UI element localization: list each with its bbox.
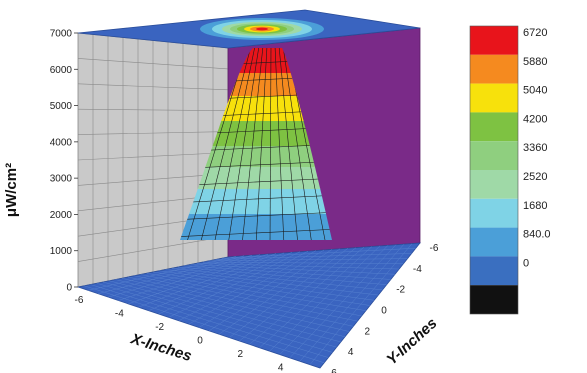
legend-label: 0	[523, 257, 529, 269]
legend-label: 1680	[523, 200, 547, 212]
y-tick-label: 6	[331, 368, 337, 373]
legend-label: 3360	[523, 142, 547, 154]
x-tick-label: 2	[238, 349, 244, 360]
y-axis-title: Y-Inches	[383, 315, 440, 369]
y-tick-label: -6	[430, 243, 439, 254]
x-axis: -6-4-20246	[75, 295, 284, 373]
z-axis: 0 1000 2000 3000 4000 5000 6000 7000	[50, 29, 78, 294]
legend-swatch	[470, 227, 518, 257]
legend-label: 5040	[523, 85, 547, 97]
z-tick-label: 3000	[50, 174, 73, 185]
legend-label: 4200	[523, 113, 547, 125]
z-tick-label: 7000	[50, 29, 73, 40]
x-tick-label: 0	[197, 336, 203, 347]
z-tick-label: 0	[66, 283, 72, 294]
y-tick-label: -2	[396, 285, 405, 296]
x-tick-label: -4	[115, 309, 124, 320]
legend-swatch	[470, 54, 518, 84]
y-tick-label: 0	[381, 306, 387, 317]
floor-grid	[84, 243, 416, 365]
legend-label: 840.0	[523, 229, 551, 241]
x-axis-title: X-Inches	[128, 330, 194, 365]
y-tick-label: -4	[413, 264, 422, 275]
x-tick-label: -2	[155, 322, 164, 333]
legend-swatch	[470, 285, 518, 314]
legend-swatch	[470, 26, 518, 55]
y-axis: -6 -4 -2 024 6	[331, 243, 439, 373]
z-tick-label: 2000	[50, 210, 73, 221]
z-tick-label: 6000	[50, 65, 73, 76]
legend-label: 5880	[523, 56, 547, 68]
z-tick-label: 1000	[50, 246, 73, 257]
z-tick-label: 5000	[50, 101, 73, 112]
legend-swatch	[470, 112, 518, 142]
legend-label: 2520	[523, 171, 547, 183]
y-tick-label: 4	[348, 347, 354, 358]
color-legend: 6720 5880 5040 4200 3360 2520 1680 840.0 0	[469, 25, 551, 315]
legend-swatch	[470, 198, 518, 228]
x-tick-label: 4	[278, 363, 284, 373]
legend-swatch	[470, 141, 518, 170]
legend-label: 6720	[523, 27, 547, 39]
z-axis-title: μW/cm²	[3, 163, 20, 217]
legend-swatch	[470, 83, 518, 113]
legend-swatch	[470, 256, 518, 286]
legend-swatch	[470, 170, 518, 199]
back-wall-grid	[77, 34, 229, 284]
z-tick-label: 4000	[50, 137, 73, 148]
y-tick-label: 2	[365, 326, 371, 337]
x-tick-label: -6	[75, 295, 84, 306]
top-projection-contours	[200, 18, 324, 40]
